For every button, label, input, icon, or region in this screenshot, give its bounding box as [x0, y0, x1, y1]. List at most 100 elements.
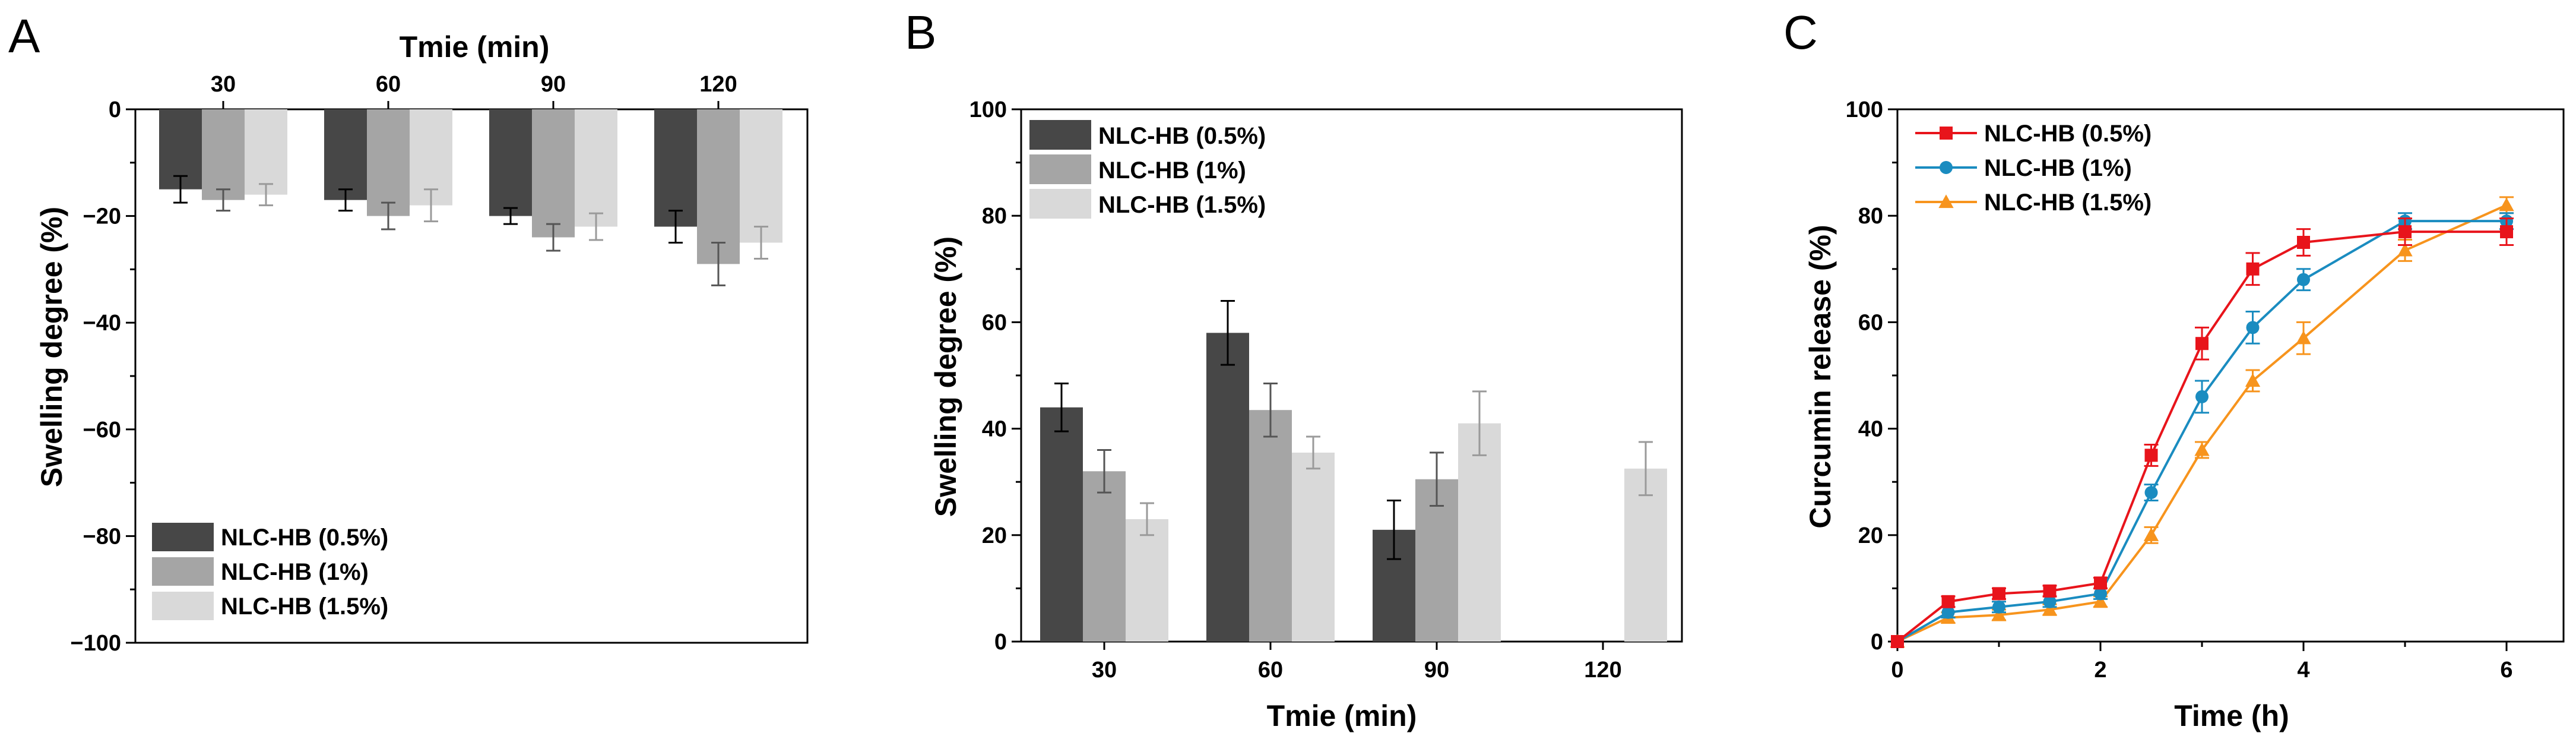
panel-b-errbar-s0-c2 [1387, 500, 1401, 560]
panel-b-errbar-s2-c3 [1639, 441, 1653, 497]
panel-b-ytick-label-4: 80 [982, 204, 1007, 229]
panel-a-errbar-s1-c2 [546, 223, 560, 252]
panel-a-errbar-s0-c3 [668, 210, 683, 244]
panel-b-xtick-label-2: 90 [1424, 658, 1449, 683]
panel-a-xtick-label-3: 120 [699, 72, 737, 97]
panel-b-legend-swatch-2 [1029, 189, 1091, 219]
panel-c-ylabel: Curcumin release (%) [1804, 225, 1837, 528]
panel-b-bar-s0-c1 [1206, 333, 1249, 642]
panel-c-xlabel: Time (h) [2174, 699, 2289, 732]
panel-b-errbar-s2-c1 [1306, 435, 1320, 470]
panel-c-point-s2-p8 [2296, 330, 2311, 345]
panel-b-ytick-label-3: 60 [982, 310, 1007, 335]
panel-a-legend-swatch-0 [152, 523, 214, 551]
panel-c-line-s2 [1897, 204, 2507, 643]
panel-c: C Time (h) Curcumin release (%) 02040608… [1783, 6, 2565, 732]
panel-c-point-s1-p8 [2297, 273, 2310, 286]
panel-a-xtick-label-1: 60 [376, 72, 401, 97]
panel-c-point-s0-p9 [2398, 225, 2412, 239]
panel-b-xtick-label-3: 120 [1584, 658, 1621, 683]
panel-c-legend-marker-0 [1940, 127, 1953, 140]
panel-a-ytick-label-3: −60 [83, 418, 121, 443]
panel-a-xlabel: Tmie (min) [400, 30, 550, 64]
panel-a-legend-label-2: NLC-HB (1.5%) [221, 593, 388, 620]
panel-b: B Tmie (min) Swelling degree (%) 0 20 40 60… [905, 6, 1683, 732]
panel-c-legend-label-0: NLC-HB (0.5%) [1984, 121, 2152, 147]
panel-b-legend-label-2: NLC-HB (1.5%) [1098, 192, 1266, 218]
panel-b-bar-s2-c2 [1458, 423, 1501, 642]
panel-a-bar-s2-c0 [245, 109, 287, 195]
panel-a-legend-swatch-2 [152, 592, 214, 620]
panel-c-point-s0-p10 [2500, 225, 2513, 239]
panel-a-errbar-s2-c2 [589, 212, 603, 241]
panel-c-point-s0-p2 [1992, 587, 2005, 601]
panel-c-point-s0-p1 [1941, 595, 1955, 608]
panel-b-bar-s0-c0 [1040, 407, 1083, 642]
panel-a-bar-s1-c2 [532, 109, 575, 238]
panel-b-errbar-s0-c1 [1221, 300, 1235, 366]
panel-b-ytick-label-5: 100 [969, 97, 1007, 122]
panel-a-legend-label-0: NLC-HB (0.5%) [221, 525, 388, 551]
panel-c-point-s0-p8 [2297, 236, 2310, 249]
panel-b-errbar-s1-c1 [1263, 382, 1278, 438]
panel-a-ytick-label-0: 0 [109, 97, 121, 122]
panel-c-point-s0-p3 [2043, 584, 2057, 598]
panel-b-legend-label-0: NLC-HB (0.5%) [1098, 123, 1266, 149]
panel-c-point-s2-p2 [1991, 607, 2007, 621]
panel-c-ytick-label-5: 100 [1846, 97, 1883, 122]
panel-c-point-s2-p6 [2194, 442, 2210, 456]
panel-c-xtick-label-3: 6 [2500, 658, 2512, 683]
panel-b-xtick-label-0: 30 [1092, 658, 1117, 683]
panel-c-point-s2-p9 [2397, 242, 2413, 257]
panel-c-point-s2-p4 [2093, 594, 2108, 608]
panel-b-ytick-label-0: 0 [994, 630, 1007, 655]
panel-b-bar-s1-c1 [1249, 410, 1292, 642]
panel-c-ytick-label-3: 60 [1858, 310, 1883, 335]
panel-b-ytick-label-1: 20 [982, 523, 1007, 548]
panel-b-errbar-s0-c0 [1054, 382, 1069, 432]
panel-c-ytick-label-1: 20 [1858, 523, 1883, 548]
panel-a-xtick-label-2: 90 [541, 72, 566, 97]
panel-a-ytick-label-1: −20 [83, 204, 121, 229]
panel-a-ylabel: Swelling degree (%) [35, 207, 68, 487]
panel-a-errbar-s2-c1 [424, 188, 438, 223]
panel-c-legend-label-2: NLC-HB (1.5%) [1984, 190, 2152, 216]
panel-a-bar-s0-c1 [324, 109, 367, 200]
panel-c-point-s1-p6 [2195, 390, 2209, 403]
panel-a-bar-s1-c0 [202, 109, 245, 200]
panel-b-ytick-label-2: 40 [982, 417, 1007, 442]
panel-a-ytick-label-2: −40 [83, 311, 121, 336]
panel-a-errbar-s0-c2 [503, 207, 518, 225]
panel-a-errbar-s0-c0 [173, 175, 188, 204]
panel-b-bar-s2-c1 [1292, 452, 1335, 642]
panel-c-point-s2-p10 [2499, 197, 2514, 211]
panel-c-point-s1-p7 [2246, 321, 2260, 334]
panel-c-point-s0-p4 [2094, 576, 2107, 590]
panel-a-errbar-s1-c3 [711, 242, 725, 286]
panel-c-line-s0 [1896, 230, 2507, 643]
panel-b-legend-swatch-0 [1029, 120, 1091, 150]
panel-a-legend-label-1: NLC-HB (1%) [221, 559, 369, 585]
panel-a-ytick-label-5: −100 [70, 631, 121, 656]
panel-c-ytick-label-0: 0 [1871, 630, 1883, 655]
panel-a-plot: 0 −20 −40 −60 −80 −100 30 60 90 120 NLC-HB (0.5%) N… [70, 72, 809, 656]
panel-c-point-s0-p7 [2246, 262, 2260, 276]
panel-c-legend-marker-1 [1940, 161, 1953, 174]
panel-a-bar-s0-c3 [654, 109, 697, 227]
panel-a-bar-s2-c3 [740, 109, 782, 243]
panel-c-xtick-label-1: 2 [2094, 658, 2106, 683]
panel-b-ylabel: Swelling degree (%) [929, 236, 962, 517]
panel-b-bar-s1-c0 [1083, 471, 1126, 642]
panel-b-errbar-s1-c2 [1430, 451, 1444, 507]
panel-a-letter: A [8, 10, 40, 62]
panel-c-point-s1-p1 [1941, 605, 1955, 619]
panel-b-legend-swatch-1 [1029, 154, 1091, 184]
panel-a: A Tmie (min) Swelling degree (%) 0 −20 −40… [8, 10, 809, 656]
panel-b-letter: B [905, 6, 936, 59]
panel-c-ytick-label-4: 80 [1858, 204, 1883, 229]
panel-b-bar-s2-c3 [1624, 468, 1667, 642]
panel-b-xtick-label-1: 60 [1258, 658, 1283, 683]
panel-b-errbar-s2-c2 [1472, 390, 1487, 456]
panel-c-letter: C [1783, 6, 1818, 59]
